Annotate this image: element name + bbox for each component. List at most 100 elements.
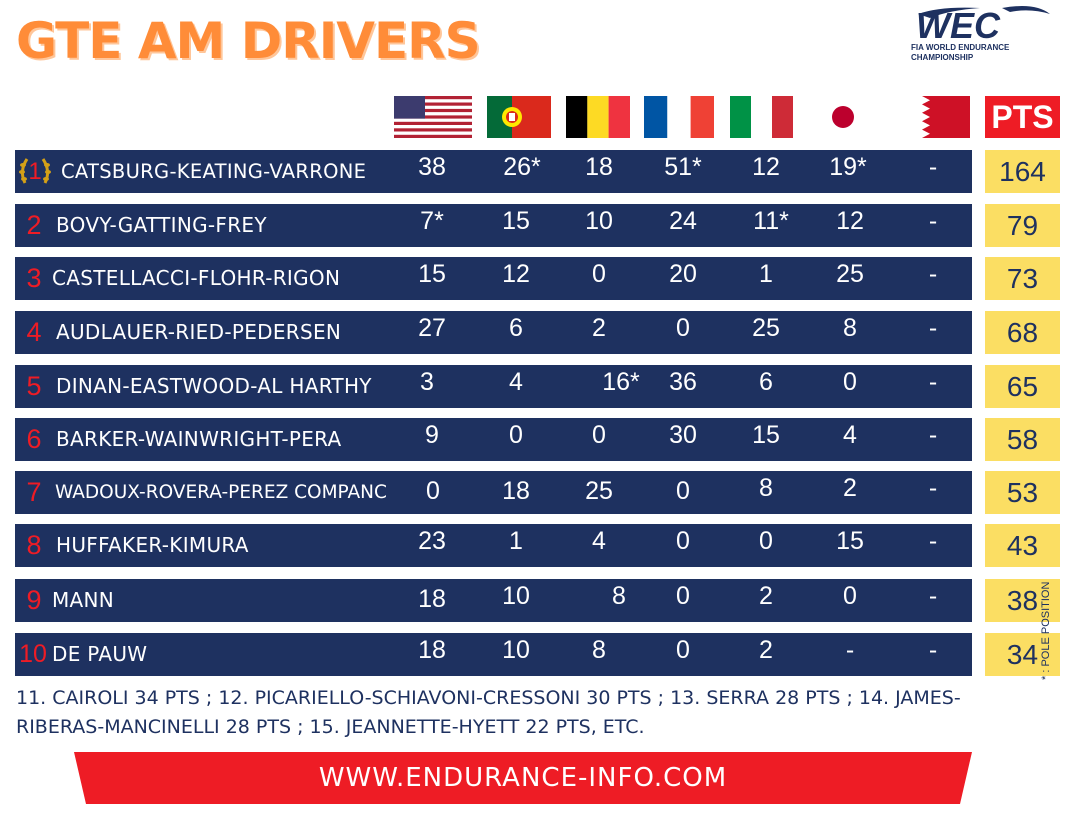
position-number: 4 [26, 317, 42, 347]
table-row: 3 CASTELLACCI-FLOHR-RIGON 15 12 0 20 1 2… [15, 257, 972, 300]
result-race-4: 0 [676, 527, 690, 555]
position-number: 5 [26, 371, 42, 401]
driver-names: DINAN-EASTWOOD-AL HARTHY [56, 374, 372, 398]
table-row: 1 CATSBURG-KEATING-VARRONE 38 26* 18 51*… [15, 150, 972, 193]
result-race-3: 16* [602, 368, 640, 396]
result-race-1: 9 [425, 421, 439, 449]
points-total: 65 [985, 365, 1060, 408]
result-race-5: 8 [759, 474, 773, 502]
position-number: 6 [26, 424, 42, 454]
table-row: 5 DINAN-EASTWOOD-AL HARTHY 3 4 16* 36 6 … [15, 365, 972, 408]
result-race-2: 6 [509, 314, 523, 342]
page-title: GTE AM DRIVERS [16, 12, 481, 70]
result-race-4: 51* [664, 153, 702, 181]
result-race-3: 0 [592, 421, 606, 449]
result-race-1: 18 [418, 585, 446, 613]
driver-names: MANN [52, 588, 115, 612]
result-race-7: - [928, 368, 938, 396]
result-race-3: 10 [585, 207, 613, 235]
result-race-3: 8 [592, 636, 606, 664]
result-race-7: - [928, 636, 938, 664]
result-race-5: 25 [752, 314, 780, 342]
result-race-1: 23 [418, 527, 446, 555]
table-row: 2 BOVY-GATTING-FREY 7* 15 10 24 11* 12 - [15, 204, 972, 247]
wec-logo: WEC [916, 5, 1050, 46]
other-standings: 11. CAIROLI 34 PTS ; 12. PICARIELLO-SCHI… [16, 687, 961, 738]
website-banner [74, 752, 972, 804]
table-row: 6 BARKER-WAINWRIGHT-PERA 9 0 0 30 15 4 - [15, 418, 972, 461]
result-race-6: 0 [843, 368, 857, 396]
points-total: 58 [985, 418, 1060, 461]
result-race-7: - [928, 207, 938, 235]
table-row: 9 MANN 18 10 8 0 2 0 - [15, 579, 972, 622]
result-race-2: 0 [509, 421, 523, 449]
position-number: 8 [26, 530, 42, 560]
result-race-7: - [928, 260, 938, 288]
result-race-4: 0 [676, 636, 690, 664]
driver-names: DE PAUW [52, 642, 148, 666]
logo-subtitle-line2: CHAMPIONSHIP [911, 53, 974, 62]
result-race-6: 19* [829, 153, 867, 181]
points-total: 53 [985, 471, 1060, 514]
driver-names: CATSBURG-KEATING-VARRONE [61, 160, 367, 183]
result-race-3: 2 [592, 314, 606, 342]
driver-names: BARKER-WAINWRIGHT-PERA [56, 427, 342, 451]
result-race-7: - [928, 582, 938, 610]
result-race-7: - [928, 474, 938, 502]
result-race-6: 2 [843, 474, 857, 502]
position-number: 3 [26, 263, 42, 293]
position-number: 10 [19, 640, 47, 668]
position-number: 7 [26, 477, 42, 507]
result-race-1: 38 [418, 153, 446, 181]
result-race-3: 4 [592, 527, 606, 555]
driver-names: WADOUX-ROVERA-PEREZ COMPANC [55, 482, 387, 503]
result-race-4: 0 [676, 477, 690, 505]
points-total: 79 [985, 204, 1060, 247]
driver-names: BOVY-GATTING-FREY [56, 213, 267, 237]
united-states-flag [394, 96, 472, 138]
result-race-2: 18 [502, 477, 530, 505]
points-total: 34 [985, 633, 1060, 676]
position-number: 1 [28, 158, 42, 185]
result-race-2: 1 [509, 527, 523, 555]
result-race-5: 2 [759, 582, 773, 610]
position-number: 9 [26, 585, 42, 615]
logo-subtitle: FIA WORLD ENDURANCE CHAMPIONSHIP [911, 43, 1009, 63]
driver-names: AUDLAUER-RIED-PEDERSEN [56, 320, 342, 344]
result-race-1: 18 [418, 636, 446, 664]
result-race-4: 36 [669, 368, 697, 396]
belgium-flag [566, 96, 630, 138]
table-row: 10 DE PAUW 18 10 8 0 2 - - [15, 633, 972, 676]
result-race-1: 15 [418, 260, 446, 288]
result-race-1: 27 [418, 314, 446, 342]
laurel-wreath-icon [19, 158, 51, 184]
result-race-4: 20 [669, 260, 697, 288]
result-race-2: 10 [502, 636, 530, 664]
position-number: 2 [26, 210, 42, 240]
result-race-6: 15 [836, 527, 864, 555]
result-race-5: 0 [759, 527, 773, 555]
table-row: 8 HUFFAKER-KIMURA 23 1 4 0 0 15 - [15, 524, 972, 567]
logo-mark: WEC [916, 5, 1001, 46]
japan-flag [810, 96, 876, 138]
website-link[interactable]: WWW.ENDURANCE-INFO.COM [318, 763, 728, 793]
result-race-3: 18 [585, 153, 613, 181]
result-race-3: 25 [585, 477, 613, 505]
result-race-4: 0 [676, 314, 690, 342]
result-race-7: - [928, 153, 938, 181]
result-race-7: - [928, 314, 938, 342]
result-race-6: 25 [836, 260, 864, 288]
result-race-4: 0 [676, 582, 690, 610]
driver-names: CASTELLACCI-FLOHR-RIGON [52, 266, 341, 290]
result-race-6: 4 [843, 421, 857, 449]
points-total: 73 [985, 257, 1060, 300]
result-race-2: 10 [502, 582, 530, 610]
bahrain-flag [908, 96, 970, 138]
result-race-2: 26* [503, 153, 541, 181]
result-race-6: - [845, 636, 855, 664]
result-race-5: 15 [752, 421, 780, 449]
result-race-4: 24 [669, 207, 697, 235]
driver-names: HUFFAKER-KIMURA [56, 533, 249, 557]
result-race-3: 0 [592, 260, 606, 288]
result-race-1: 7* [420, 207, 444, 235]
